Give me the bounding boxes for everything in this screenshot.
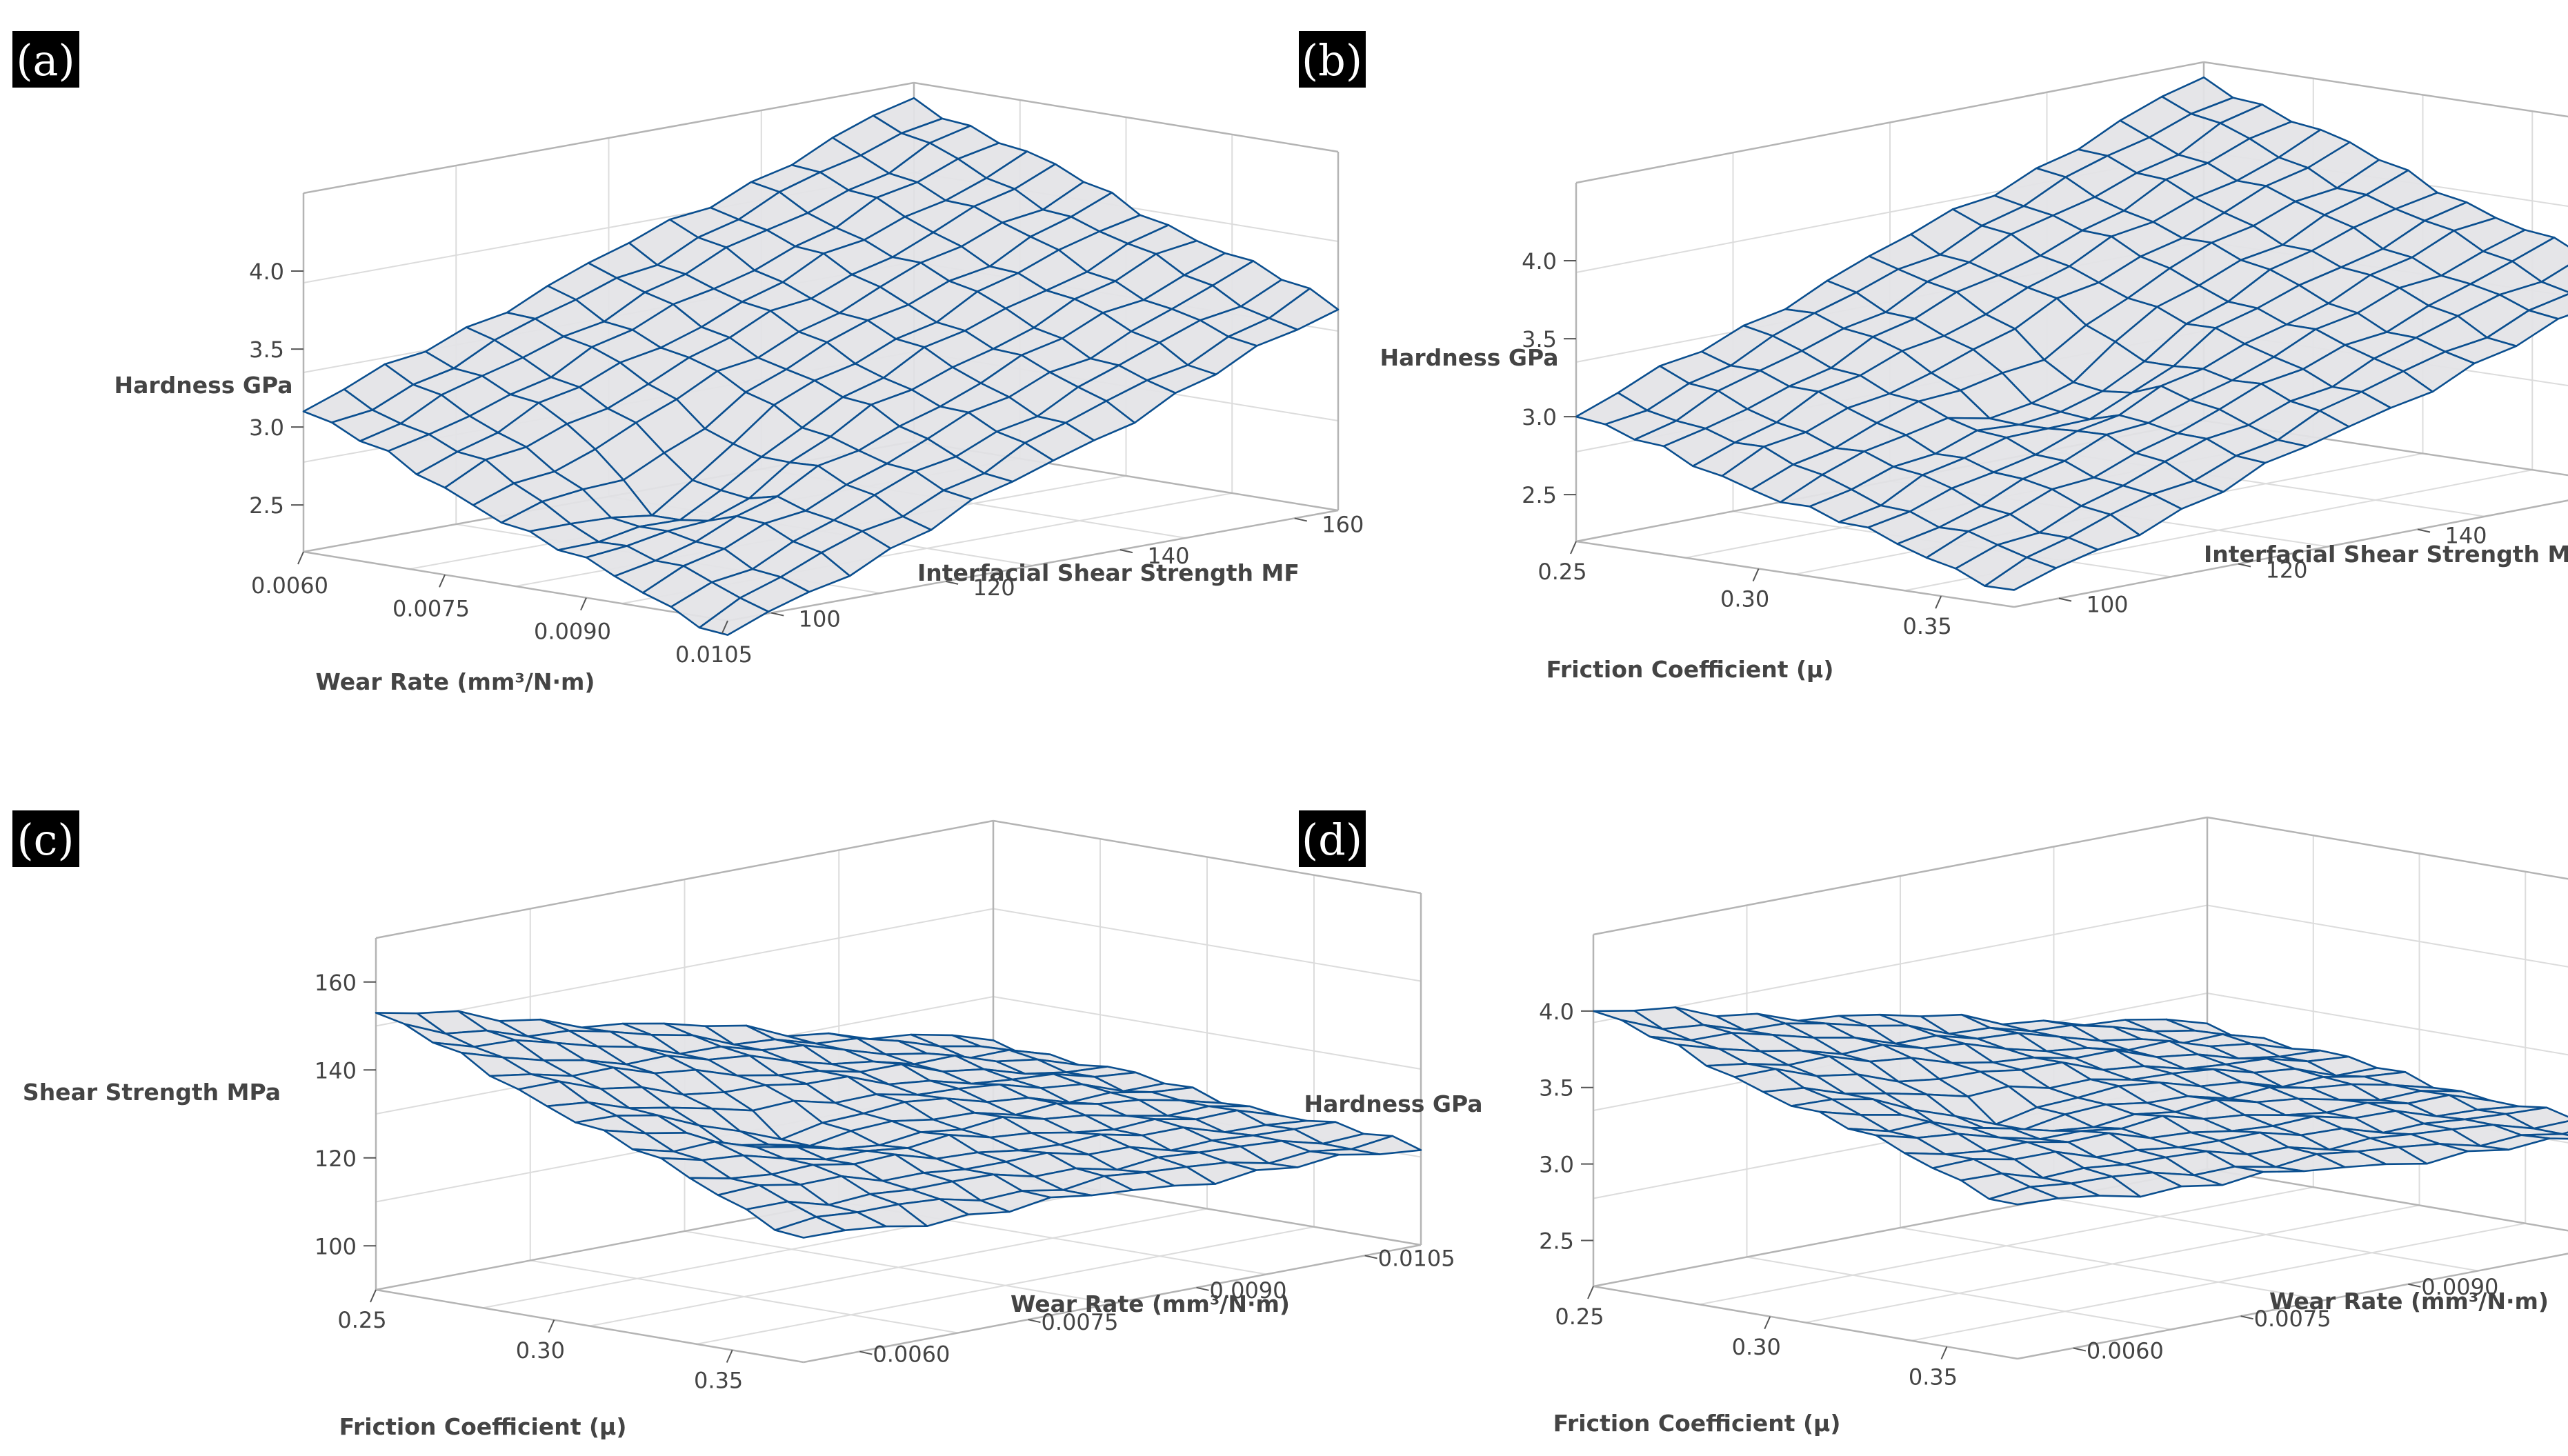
panel-label: (c) bbox=[17, 815, 74, 865]
x-tick-label: 0.30 bbox=[1720, 586, 1769, 612]
surface-cell bbox=[774, 1216, 846, 1239]
y-tick-label: 100 bbox=[799, 606, 841, 632]
surface-cell bbox=[698, 597, 770, 636]
z-axis-title: Hardness GPa bbox=[1304, 1090, 1482, 1117]
z-tick-label: 120 bbox=[315, 1146, 357, 1172]
x-axis-title: Friction Coefficient (μ) bbox=[339, 1413, 627, 1440]
x-tick-label: 0.0060 bbox=[251, 572, 328, 599]
panel-d: (d) 2.5 3.0 3.5 4.0 Hardness GPa 0.25 0.30 0.35 F… bbox=[1299, 810, 2568, 1437]
x-axis: 0.0060 0.0075 0.0090 0.0105 Wear Rate (mm³/N… bbox=[251, 551, 753, 695]
x-tick-label: 0.30 bbox=[516, 1337, 565, 1364]
y-tick-label: 140 bbox=[1147, 543, 1189, 569]
y-tick-label: 100 bbox=[2086, 592, 2128, 618]
y-tick-label: 140 bbox=[2445, 523, 2487, 549]
y-axis: 100 120 140 160 Interfacial Shear Strength M… bbox=[770, 511, 1364, 632]
x-tick-label: 0.25 bbox=[337, 1307, 386, 1333]
surface-mesh bbox=[1575, 76, 2568, 591]
z-tick-label: 4.0 bbox=[1539, 999, 1574, 1025]
surface-mesh bbox=[302, 97, 1340, 636]
z-tick-label: 160 bbox=[315, 970, 357, 996]
surface-mesh bbox=[1592, 1006, 2568, 1206]
z-tick-label: 100 bbox=[315, 1233, 357, 1259]
panel-tag: (a) bbox=[12, 31, 79, 88]
panel-label: (b) bbox=[1302, 35, 1362, 86]
surface-cell bbox=[1984, 556, 2057, 591]
panel-tag: (c) bbox=[12, 810, 79, 867]
y-tick-label: 0.0075 bbox=[2254, 1306, 2331, 1332]
y-axis-title: Interfacial Shear Strength MF bbox=[2204, 541, 2568, 568]
z-axis-title: Shear Strength MPa bbox=[23, 1079, 281, 1106]
x-tick-label: 0.25 bbox=[1555, 1304, 1604, 1330]
x-tick-label: 0.0075 bbox=[392, 595, 470, 621]
y-tick-label: 0.0075 bbox=[1041, 1309, 1118, 1335]
z-tick-label: 3.5 bbox=[249, 337, 284, 363]
surface-mesh bbox=[375, 1010, 1422, 1239]
y-tick-label: 0.0090 bbox=[1210, 1277, 1287, 1304]
x-tick-label: 0.30 bbox=[1732, 1334, 1781, 1360]
panel-tag: (d) bbox=[1299, 810, 1366, 867]
x-tick-label: 0.25 bbox=[1537, 559, 1586, 585]
z-tick-label: 4.0 bbox=[249, 259, 284, 285]
z-axis: 2.5 3.0 3.5 4.0 Hardness GPa bbox=[1304, 999, 1593, 1254]
x-tick-label: 0.0105 bbox=[675, 641, 753, 668]
panel-c: (c) 100 120 140 160 Shear Strength MPa 0.25 0.3… bbox=[12, 810, 1455, 1440]
y-axis-title: Wear Rate (mm³/N·m) bbox=[2269, 1288, 2549, 1315]
panel-label: (d) bbox=[1302, 815, 1362, 865]
x-axis-title: Friction Coefficient (μ) bbox=[1553, 1410, 1841, 1437]
z-tick-label: 2.5 bbox=[1522, 482, 1557, 508]
z-tick-label: 3.5 bbox=[1522, 326, 1557, 352]
x-tick-label: 0.0090 bbox=[534, 619, 611, 645]
x-axis-title: Wear Rate (mm³/N·m) bbox=[316, 668, 595, 695]
panel-label: (a) bbox=[16, 35, 74, 86]
y-tick-label: 0.0060 bbox=[873, 1342, 950, 1368]
x-axis: 0.25 0.30 0.35 Friction Coefficient (μ) bbox=[1537, 541, 1952, 683]
y-tick-label: 120 bbox=[2265, 557, 2307, 584]
y-tick-label: 0.0060 bbox=[2087, 1338, 2164, 1364]
y-tick-label: 0.0105 bbox=[1378, 1245, 1455, 1271]
panel-b: (b) 2.5 3.0 3.5 4.0 Hardness GPa 0.25 0.30 0.35 F… bbox=[1299, 31, 2568, 683]
z-tick-label: 3.0 bbox=[1522, 404, 1557, 430]
z-axis: 100 120 140 160 Shear Strength MPa bbox=[23, 970, 376, 1259]
z-tick-label: 3.5 bbox=[1539, 1075, 1574, 1101]
z-tick-label: 2.5 bbox=[249, 492, 284, 519]
z-axis-title: Hardness GPa bbox=[114, 372, 292, 399]
z-tick-label: 4.0 bbox=[1522, 248, 1557, 275]
x-axis-title: Friction Coefficient (μ) bbox=[1546, 656, 1834, 683]
z-axis: 2.5 3.0 3.5 4.0 Hardness GPa bbox=[1380, 248, 1576, 508]
x-tick-label: 0.35 bbox=[694, 1368, 743, 1394]
y-axis: 0.0060 0.0075 0.0090 0.0105 Wear Rate (mm³/N… bbox=[859, 1245, 1455, 1368]
z-tick-label: 2.5 bbox=[1539, 1228, 1574, 1254]
surface-cell bbox=[1988, 1186, 2060, 1206]
y-axis-title: Wear Rate (mm³/N·m) bbox=[1011, 1290, 1290, 1317]
y-tick-label: 120 bbox=[973, 575, 1015, 601]
z-axis-title: Hardness GPa bbox=[1380, 344, 1558, 371]
x-tick-label: 0.35 bbox=[1909, 1364, 1958, 1390]
z-tick-label: 3.0 bbox=[249, 415, 284, 441]
z-tick-label: 140 bbox=[315, 1057, 357, 1084]
panel-tag: (b) bbox=[1299, 31, 1366, 88]
x-axis: 0.25 0.30 0.35 Friction Coefficient (μ) bbox=[1553, 1286, 1958, 1437]
y-tick-label: 0.0090 bbox=[2421, 1274, 2498, 1300]
y-axis-title: Interfacial Shear Strength MF bbox=[917, 559, 1300, 586]
y-tick-label: 160 bbox=[1322, 511, 1364, 537]
z-tick-label: 3.0 bbox=[1539, 1152, 1574, 1178]
z-axis: 2.5 3.0 3.5 4.0 Hardness GPa bbox=[114, 259, 303, 519]
x-tick-label: 0.35 bbox=[1903, 613, 1952, 639]
x-axis: 0.25 0.30 0.35 Friction Coefficient (μ) bbox=[337, 1289, 743, 1440]
